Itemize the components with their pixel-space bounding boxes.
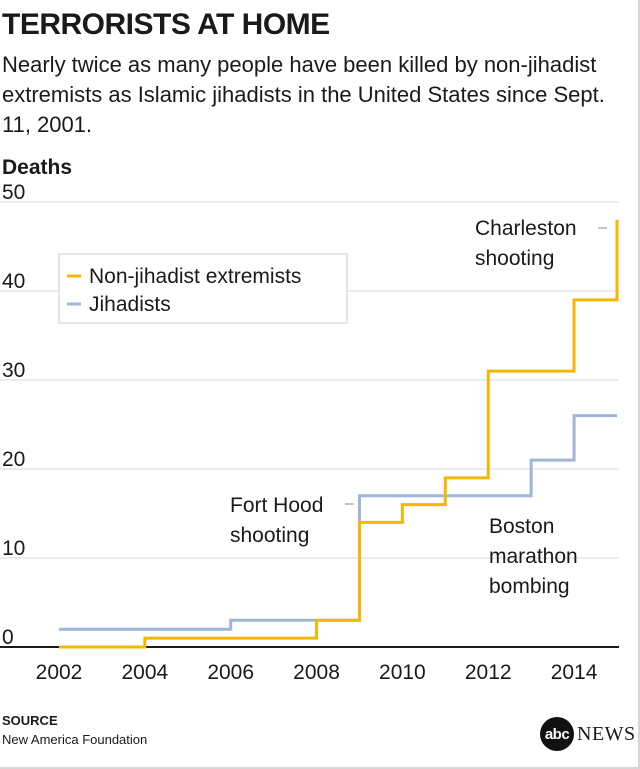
annotation-text: shooting — [230, 524, 309, 547]
step-line-chart: 0 10 20 30 40 50 2002 2004 2006 2008 2010 2012 2014… — [0, 181, 619, 684]
annotation: Boston marathon bombing — [489, 515, 578, 598]
annotation-text: Boston — [489, 515, 554, 538]
y-tick-label: 30 — [2, 359, 25, 382]
legend-label: Non-jihadist extremists — [89, 265, 301, 288]
x-tick-label: 2014 — [551, 661, 598, 684]
annotations: Fort Hood shooting Boston marathon bombing Ch… — [230, 217, 607, 598]
y-tick-label: 10 — [2, 537, 25, 560]
legend-box — [58, 253, 348, 324]
x-tick-label: 2002 — [36, 661, 83, 684]
abc-logo-mark: abc — [540, 717, 574, 751]
annotation-text: bombing — [489, 575, 570, 598]
x-tick-label: 2012 — [465, 661, 512, 684]
y-tick-label: 50 — [2, 181, 25, 204]
y-axis-ticks: 0 10 20 30 40 50 — [2, 181, 25, 649]
annotation-text: Charleston — [475, 217, 577, 240]
legend: Non-jihadist extremists Jihadists — [58, 253, 348, 324]
series-lines — [59, 219, 619, 649]
y-axis-label: Deaths — [2, 156, 73, 179]
x-tick-label: 2006 — [207, 661, 254, 684]
x-tick-label: 2004 — [121, 661, 168, 684]
annotation: Fort Hood shooting — [230, 494, 354, 547]
x-tick-label: 2010 — [379, 661, 426, 684]
legend-label: Jihadists — [89, 293, 171, 316]
y-tick-label: 0 — [2, 626, 14, 649]
source-label: SOURCE — [2, 713, 58, 728]
chart-title: TERRORISTS AT HOME — [2, 8, 330, 41]
annotation: Charleston shooting — [475, 217, 607, 270]
annotation-text: Fort Hood — [230, 494, 323, 517]
annotation-text: marathon — [489, 545, 578, 568]
series-line — [59, 219, 619, 649]
abc-news-logo: abc NEWS — [540, 717, 636, 751]
chart-subtitle: Nearly twice as many people have been ki… — [2, 52, 605, 137]
x-tick-label: 2008 — [293, 661, 340, 684]
y-tick-label: 40 — [2, 270, 25, 293]
annotation-text: shooting — [475, 247, 554, 270]
x-axis-ticks: 2002 2004 2006 2008 2010 2012 2014 — [36, 661, 598, 684]
news-wordmark: NEWS — [577, 722, 636, 745]
y-tick-label: 20 — [2, 448, 25, 471]
source-text: New America Foundation — [2, 732, 148, 747]
